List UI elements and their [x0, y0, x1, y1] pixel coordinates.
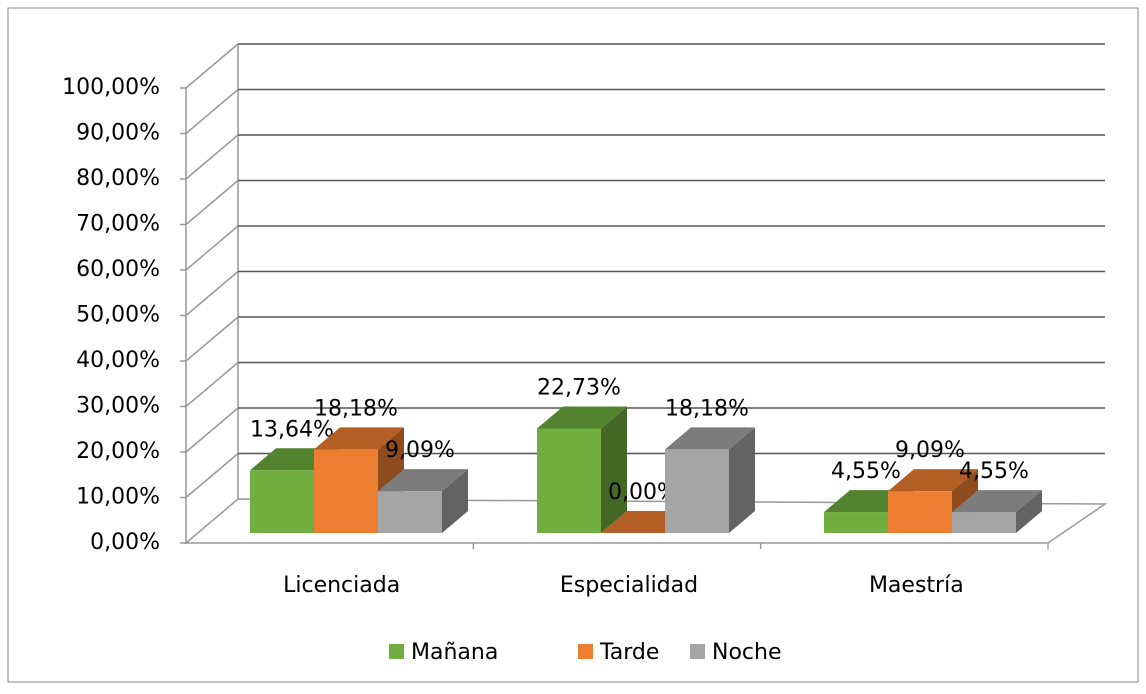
y-tick-label: 10,00%: [76, 485, 160, 510]
bar-top: [537, 406, 627, 429]
legend-label: Mañana: [411, 640, 498, 665]
bar-top: [888, 469, 978, 492]
grid-line: [185, 407, 239, 453]
grid-line: [185, 225, 239, 271]
grid-line: [185, 316, 239, 362]
value-label: 22,73%: [537, 375, 621, 400]
legend-label: Noche: [712, 640, 782, 665]
bar: [888, 491, 952, 533]
y-tick-label: 50,00%: [76, 303, 160, 328]
y-tick-label: 30,00%: [76, 394, 160, 419]
legend-swatch: [578, 644, 593, 659]
bar-top: [378, 469, 468, 492]
bar: [314, 449, 378, 533]
bar: [250, 470, 314, 533]
bar: [952, 512, 1016, 533]
value-label: 4,55%: [959, 459, 1029, 484]
bar-side: [729, 427, 755, 533]
bar: [378, 491, 442, 533]
y-tick-label: 100,00%: [62, 75, 160, 100]
bar-side: [601, 406, 627, 533]
bar: [665, 449, 729, 533]
grid-line: [185, 179, 239, 226]
grid-line: [185, 88, 239, 135]
y-tick-label: 90,00%: [76, 121, 160, 146]
bar: [824, 512, 888, 533]
legend-swatch: [389, 644, 404, 659]
x-tick-label: Licenciada: [283, 573, 400, 598]
value-label: 18,18%: [665, 396, 749, 421]
legend-label: Tarde: [599, 640, 659, 665]
y-tick-label: 80,00%: [76, 166, 160, 191]
bar-side: [442, 469, 468, 533]
value-label: 13,64%: [250, 417, 334, 442]
grid-line: [185, 43, 239, 89]
grid-line: [185, 270, 239, 317]
value-label: 4,55%: [831, 459, 901, 484]
y-tick-label: 60,00%: [76, 257, 160, 282]
y-tick-label: 40,00%: [76, 348, 160, 373]
value-label: 9,09%: [895, 438, 965, 463]
value-label: 18,18%: [314, 396, 398, 421]
bar-top: [952, 490, 1042, 513]
x-tick-label: Maestría: [869, 573, 964, 598]
x-tick-label: Especialidad: [560, 573, 698, 598]
legend-swatch: [690, 644, 705, 659]
chart-frame: [7, 7, 1139, 683]
y-tick-label: 20,00%: [76, 439, 160, 464]
bar: [537, 428, 601, 533]
bar-side: [1016, 490, 1042, 533]
grid-line: [185, 134, 239, 180]
y-tick-label: 70,00%: [76, 212, 160, 237]
grid-line: [185, 361, 239, 408]
value-label: 9,09%: [385, 438, 455, 463]
bar-top: [314, 427, 404, 450]
grid-line: [185, 452, 239, 499]
y-tick-label: 0,00%: [90, 530, 160, 555]
bar-top: [665, 427, 755, 450]
